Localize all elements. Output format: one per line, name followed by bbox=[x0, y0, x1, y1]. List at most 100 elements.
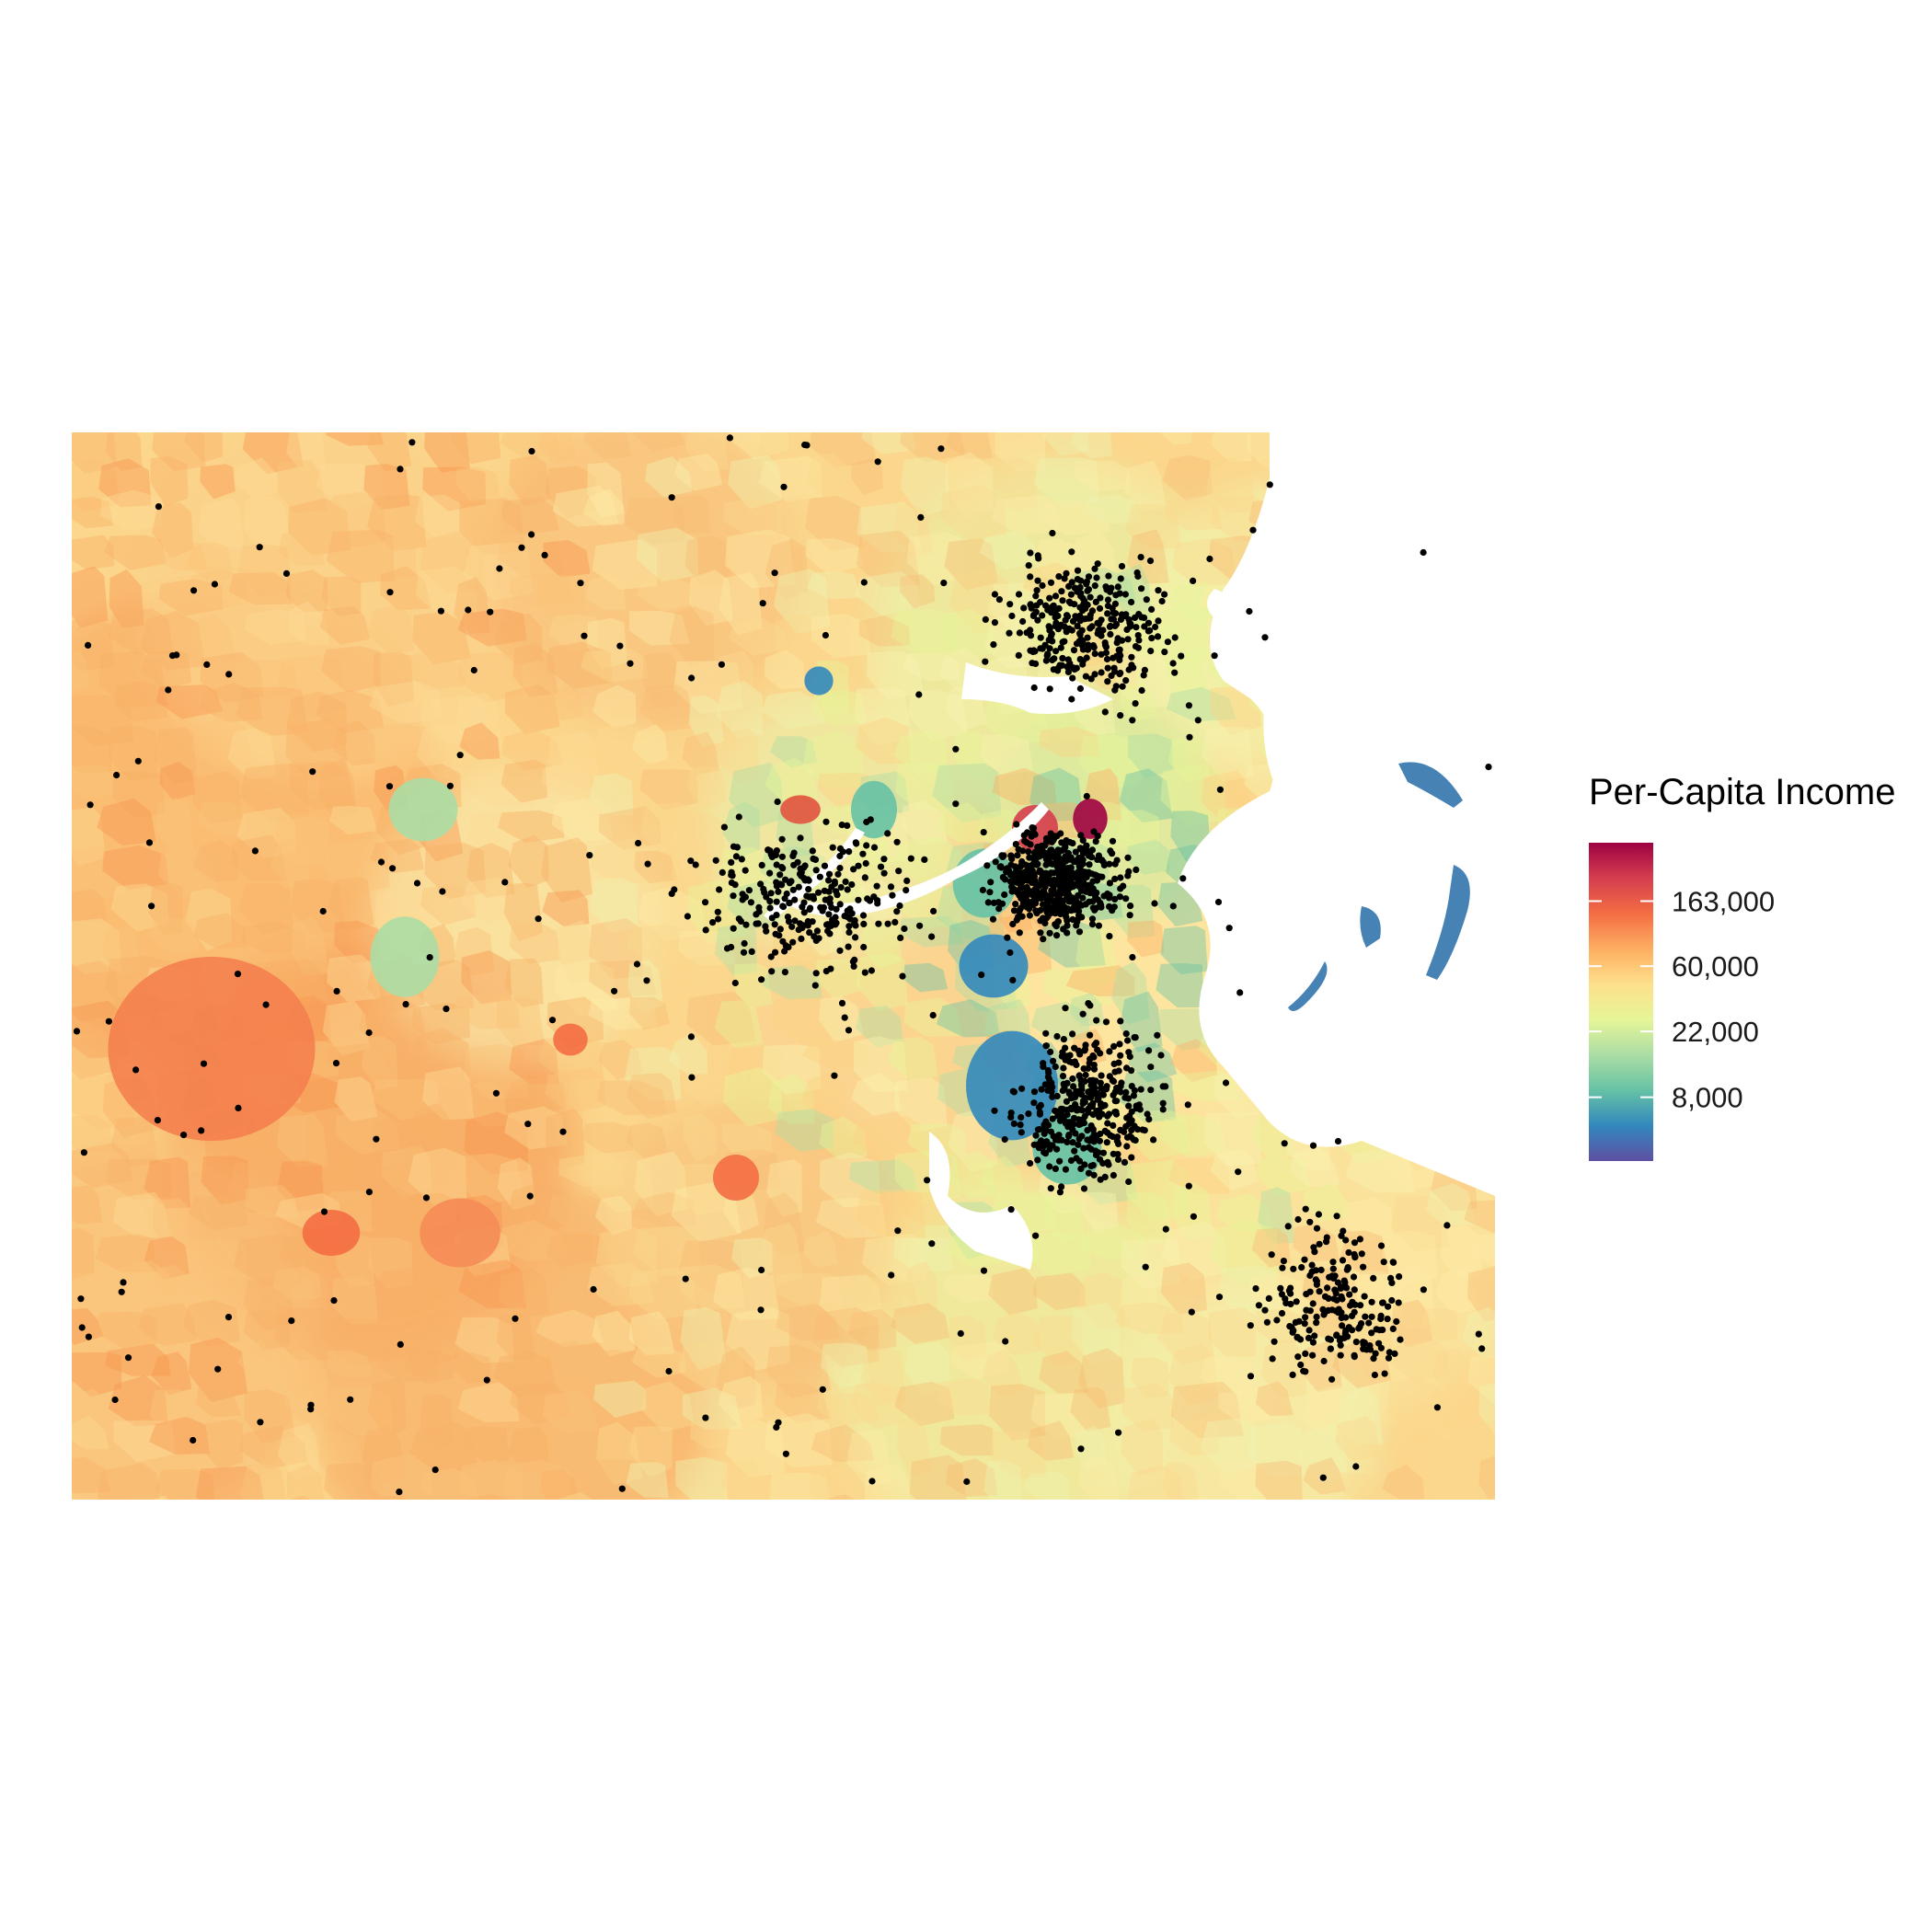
tract-polygon bbox=[1119, 768, 1173, 822]
map-point bbox=[1064, 668, 1072, 676]
map-point bbox=[1034, 1156, 1041, 1164]
tract-polygon bbox=[1157, 1113, 1225, 1157]
map-point bbox=[692, 861, 699, 868]
map-point bbox=[1070, 1083, 1077, 1090]
tract-polygon bbox=[288, 601, 331, 645]
map-point bbox=[1074, 588, 1081, 595]
tract-polygon bbox=[891, 1303, 950, 1344]
tract-polygon bbox=[592, 684, 637, 728]
map-point bbox=[1053, 932, 1061, 939]
tract-polygon bbox=[599, 1040, 643, 1080]
map-point bbox=[1106, 903, 1113, 911]
map-point bbox=[782, 1450, 790, 1457]
tract-polygon bbox=[241, 921, 307, 955]
map-point bbox=[1125, 666, 1133, 673]
map-point bbox=[1106, 1048, 1113, 1055]
tract-polygon bbox=[378, 1345, 441, 1382]
map-point bbox=[1159, 1099, 1167, 1107]
map-point bbox=[1033, 910, 1041, 917]
map-point bbox=[990, 641, 997, 649]
tract-polygon bbox=[272, 1266, 322, 1303]
map-point bbox=[1305, 1327, 1313, 1334]
tract-polygon bbox=[1159, 432, 1192, 445]
map-point bbox=[1396, 1273, 1403, 1281]
map-point bbox=[805, 886, 812, 893]
map-point bbox=[1042, 657, 1050, 664]
map-point bbox=[1065, 582, 1073, 591]
map-point bbox=[776, 926, 784, 933]
tract-polygon bbox=[95, 1311, 157, 1350]
map-point bbox=[1395, 1299, 1402, 1306]
tract-polygon bbox=[236, 544, 293, 597]
tract-polygon bbox=[496, 1312, 535, 1360]
map-point bbox=[1131, 614, 1139, 622]
map-point bbox=[815, 889, 822, 896]
tract-polygon bbox=[404, 1348, 454, 1385]
map-point bbox=[702, 926, 709, 934]
map-point bbox=[915, 691, 923, 698]
tract-polygon bbox=[1345, 1146, 1415, 1193]
map-point bbox=[1138, 686, 1145, 695]
map-point bbox=[924, 1177, 931, 1184]
tract-polygon bbox=[1032, 1272, 1086, 1311]
map-point bbox=[817, 903, 824, 912]
tract-polygon bbox=[1218, 1390, 1276, 1425]
map-point bbox=[1261, 1306, 1269, 1314]
map-point bbox=[1054, 846, 1062, 854]
tract-polygon bbox=[289, 761, 355, 811]
tract-polygon bbox=[552, 485, 619, 527]
map-point bbox=[887, 883, 895, 891]
map-point bbox=[548, 1017, 557, 1024]
tract-polygon bbox=[766, 1344, 832, 1398]
map-point bbox=[1130, 1092, 1137, 1099]
map-point bbox=[1308, 1268, 1316, 1275]
map-point bbox=[1075, 907, 1083, 915]
map-point bbox=[1069, 1030, 1076, 1038]
map-point bbox=[408, 439, 416, 446]
map-point bbox=[1056, 1157, 1064, 1165]
tract-polygon bbox=[937, 802, 990, 844]
tract-polygon bbox=[1432, 1348, 1472, 1395]
tract-polygon bbox=[191, 717, 253, 767]
tract-polygon bbox=[847, 1309, 897, 1351]
tract-polygon bbox=[903, 962, 949, 993]
map-point bbox=[1066, 1052, 1074, 1059]
map-point bbox=[282, 569, 291, 578]
map-point bbox=[124, 1354, 132, 1362]
tract-polygon bbox=[807, 453, 850, 500]
map-point bbox=[774, 798, 781, 806]
map-point bbox=[1077, 1106, 1085, 1113]
map-point bbox=[1294, 1353, 1302, 1361]
tract-polygon bbox=[851, 457, 883, 496]
map-point bbox=[829, 844, 836, 851]
tract-polygon bbox=[244, 608, 306, 646]
map-point bbox=[1010, 1120, 1018, 1127]
tract-polygon bbox=[669, 606, 715, 668]
map-point bbox=[77, 1295, 85, 1303]
map-point bbox=[1101, 1127, 1109, 1134]
map-point bbox=[1302, 1350, 1309, 1357]
map-point bbox=[773, 1423, 780, 1431]
map-point bbox=[901, 925, 908, 933]
map-point bbox=[85, 641, 92, 650]
tract-polygon bbox=[595, 725, 657, 767]
map-point bbox=[1047, 846, 1054, 854]
map-point bbox=[1235, 1168, 1242, 1176]
map-point bbox=[842, 878, 849, 886]
tract-polygon bbox=[199, 683, 263, 723]
tract-polygon bbox=[1429, 1425, 1493, 1478]
map-point bbox=[1147, 1087, 1155, 1094]
map-point bbox=[1045, 1069, 1052, 1076]
tract-polygon bbox=[370, 1117, 408, 1167]
tract-polygon bbox=[723, 1067, 783, 1127]
legend-title: Per-Capita Income bbox=[1589, 772, 1895, 812]
tract-polygon bbox=[1247, 1421, 1305, 1478]
map-point bbox=[758, 1266, 765, 1274]
map-point bbox=[1265, 1294, 1272, 1302]
tract-polygon bbox=[467, 811, 524, 861]
map-point bbox=[1054, 612, 1062, 620]
tract-polygon bbox=[623, 497, 687, 545]
tract-polygon bbox=[678, 1163, 724, 1216]
map-point bbox=[437, 607, 444, 615]
tract-polygon bbox=[72, 1227, 95, 1281]
